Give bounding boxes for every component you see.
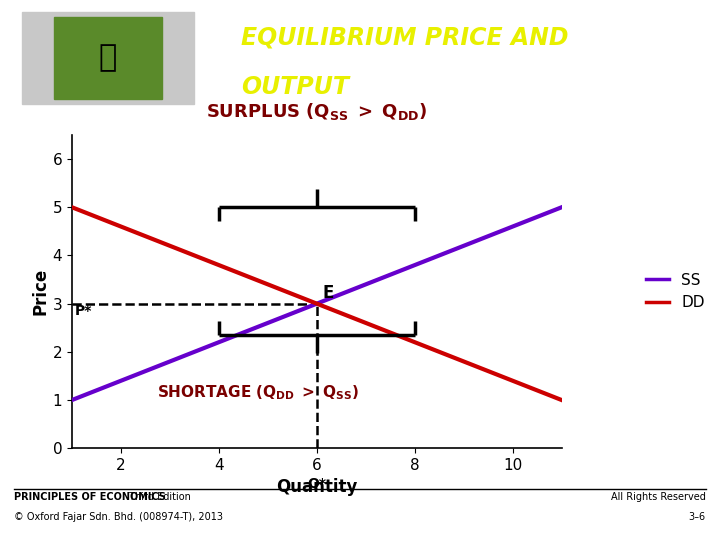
Text: P*: P* (74, 303, 92, 318)
X-axis label: Quantity: Quantity (276, 478, 358, 496)
Legend: SS, DD: SS, DD (640, 267, 711, 316)
Bar (54, 17, 162, 99)
Y-axis label: Price: Price (32, 268, 50, 315)
Text: All Rights Reserved: All Rights Reserved (611, 492, 706, 503)
Text: Third Edition: Third Edition (126, 492, 191, 503)
Text: $\bf{SHORTAGE\ (Q_{DD}\ >\ Q_{SS})}$: $\bf{SHORTAGE\ (Q_{DD}\ >\ Q_{SS})}$ (157, 383, 359, 402)
Text: 🌱: 🌱 (99, 44, 117, 72)
Text: 3–6: 3–6 (688, 512, 706, 522)
Text: OUTPUT: OUTPUT (241, 75, 349, 99)
Bar (22, 11, 194, 104)
Text: PRINCIPLES OF ECONOMICS: PRINCIPLES OF ECONOMICS (14, 492, 166, 503)
Text: EQUILIBRIUM PRICE AND: EQUILIBRIUM PRICE AND (241, 25, 569, 49)
Text: © Oxford Fajar Sdn. Bhd. (008974-T), 2013: © Oxford Fajar Sdn. Bhd. (008974-T), 201… (14, 512, 223, 522)
Text: Q*: Q* (307, 477, 326, 491)
Text: E: E (323, 284, 334, 302)
Text: $\bf{SURPLUS\ (Q_{SS}\ >\ Q_{DD})}$: $\bf{SURPLUS\ (Q_{SS}\ >\ Q_{DD})}$ (206, 100, 428, 122)
